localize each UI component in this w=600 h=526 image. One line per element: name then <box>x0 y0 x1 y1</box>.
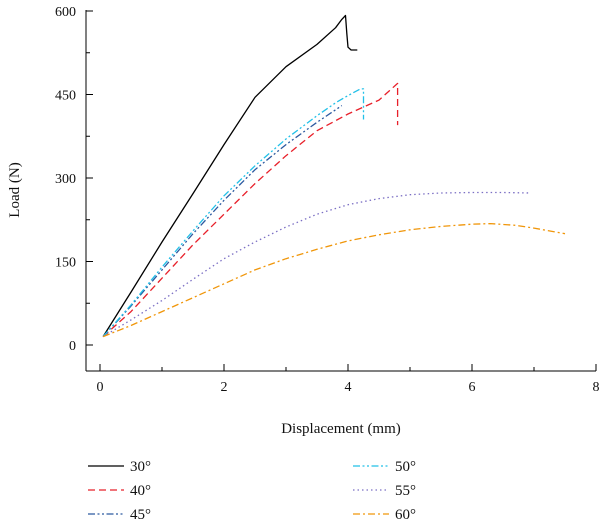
axis-ticks: 0 150 300 450 600 0 2 4 6 8 <box>55 5 600 395</box>
y-tick-label: 300 <box>55 172 76 187</box>
y-tick-label: 150 <box>55 256 76 271</box>
legend: 30° 40° 45° 50° 55° 60° <box>88 459 416 523</box>
legend-label-3: 45° <box>130 507 151 523</box>
series-line-1 <box>102 14 358 337</box>
series-line-6 <box>102 222 566 338</box>
y-tick-label: 0 <box>69 339 76 354</box>
x-tick-label: 8 <box>593 380 600 395</box>
legend-label-5: 55° <box>395 483 416 499</box>
x-tick-label: 6 <box>469 380 476 395</box>
plot-area: 0 150 300 450 600 0 2 4 6 8 <box>55 5 600 395</box>
y-tick-label: 600 <box>55 5 76 20</box>
legend-label-4: 50° <box>395 459 416 475</box>
y-tick-label: 450 <box>55 89 76 104</box>
y-axis-title: Load (N) <box>7 162 23 217</box>
legend-label-2: 40° <box>130 483 151 499</box>
series-line-3 <box>102 105 343 338</box>
x-axis-title: Displacement (mm) <box>281 421 401 437</box>
x-tick-label: 2 <box>221 380 228 395</box>
series-line-5 <box>102 191 531 338</box>
series-line-4 <box>102 88 365 338</box>
series-line-2 <box>102 82 399 338</box>
legend-label-6: 60° <box>395 507 416 523</box>
legend-label-1: 30° <box>130 459 151 475</box>
x-tick-label: 0 <box>97 380 104 395</box>
x-tick-label: 4 <box>345 380 352 395</box>
series-layer <box>102 14 566 338</box>
